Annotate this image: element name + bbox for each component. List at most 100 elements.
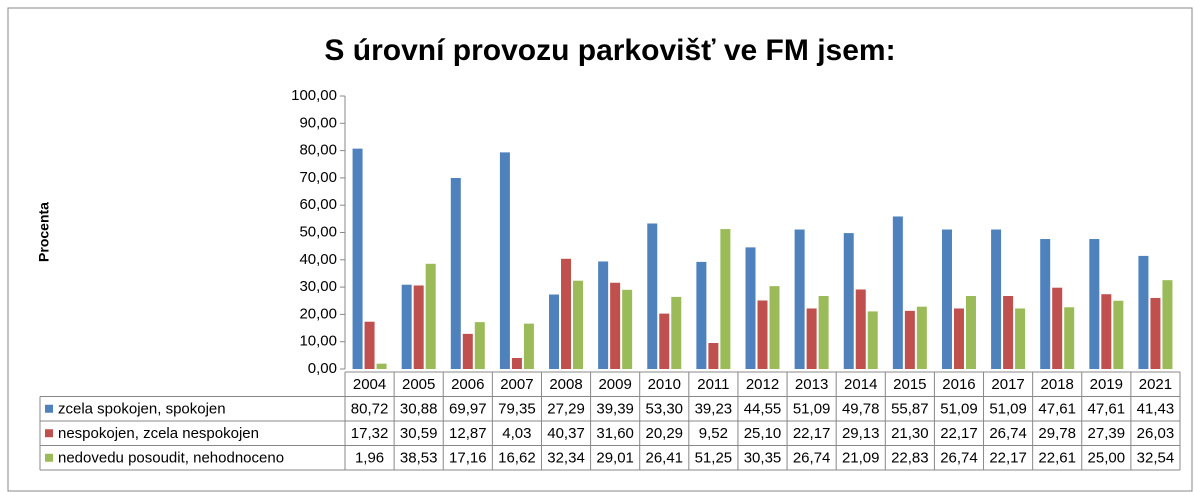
bar <box>598 261 609 369</box>
table-value: 27,39 <box>1088 425 1126 442</box>
bar <box>511 357 522 369</box>
table-value: 47,61 <box>1038 401 1076 418</box>
table-value: 30,59 <box>400 425 438 442</box>
x-tick-label: 2008 <box>549 376 582 393</box>
bar <box>1138 255 1149 369</box>
table-value: 51,09 <box>793 401 831 418</box>
table-value: 21,30 <box>891 425 929 442</box>
bar <box>916 306 927 369</box>
x-tick-label: 2018 <box>1041 376 1074 393</box>
bar <box>425 263 436 369</box>
bar <box>401 284 412 369</box>
bar <box>1040 239 1051 369</box>
table-value: 69,97 <box>449 401 487 418</box>
y-tick-label: 60,00 <box>299 196 337 213</box>
chart-frame <box>7 7 1193 492</box>
bar <box>364 321 375 369</box>
bar <box>1113 300 1124 369</box>
x-tick-label: 2005 <box>402 376 435 393</box>
table-value: 27,29 <box>547 401 585 418</box>
table-value: 29,01 <box>596 450 634 467</box>
table-value: 25,10 <box>744 425 782 442</box>
bar <box>696 261 707 369</box>
table-value: 25,00 <box>1088 450 1126 467</box>
chart-title: S úrovní provozu parkovišť ve FM jsem: <box>324 34 895 67</box>
bar <box>1064 307 1075 369</box>
table-value: 47,61 <box>1088 401 1126 418</box>
table-value: 51,09 <box>989 401 1027 418</box>
x-tick-label: 2021 <box>1139 376 1172 393</box>
bar <box>573 280 584 369</box>
table-value: 21,09 <box>842 450 880 467</box>
y-axis-label: Procenta <box>36 202 52 262</box>
bar <box>1162 280 1173 369</box>
x-tick-label: 2017 <box>991 376 1024 393</box>
table-value: 40,37 <box>547 425 585 442</box>
table-value: 30,35 <box>744 450 782 467</box>
table-value: 29,78 <box>1038 425 1076 442</box>
bar <box>1052 287 1063 369</box>
legend-swatch <box>45 404 53 413</box>
legend-swatch <box>45 453 53 462</box>
x-tick-label: 2006 <box>451 376 484 393</box>
table-value: 80,72 <box>351 401 389 418</box>
x-tick-label: 2009 <box>598 376 631 393</box>
bar <box>647 223 658 369</box>
table-value: 4,03 <box>502 425 531 442</box>
bar <box>413 285 424 369</box>
table-value: 32,34 <box>547 450 585 467</box>
table-value: 20,29 <box>645 425 683 442</box>
bar <box>867 311 878 369</box>
bar <box>965 295 976 369</box>
bar <box>376 363 387 369</box>
table-value: 26,74 <box>940 450 978 467</box>
y-tick-label: 10,00 <box>299 333 337 350</box>
bar <box>610 282 621 369</box>
bar <box>1015 308 1026 369</box>
x-tick-label: 2011 <box>697 376 729 393</box>
bar <box>1150 297 1161 369</box>
legend-label: nespokojen, zcela nespokojen <box>58 425 259 442</box>
table-value: 55,87 <box>891 401 929 418</box>
table-value: 16,62 <box>498 450 536 467</box>
bar <box>708 343 719 369</box>
table-value: 26,41 <box>645 450 683 467</box>
table-value: 39,23 <box>695 401 733 418</box>
bar <box>953 308 964 369</box>
bar <box>671 296 682 369</box>
table-value: 22,17 <box>940 425 978 442</box>
table-value: 12,87 <box>449 425 487 442</box>
bar <box>745 247 756 369</box>
legend-label: nedovedu posoudit, nehodnoceno <box>58 450 284 467</box>
bar <box>1089 239 1100 369</box>
bar <box>769 286 780 369</box>
bar <box>855 289 866 369</box>
y-tick-label: 80,00 <box>299 142 337 159</box>
bar <box>720 229 731 369</box>
table-value: 22,17 <box>793 425 831 442</box>
bar <box>941 229 952 369</box>
bar <box>794 229 805 369</box>
table-value: 26,74 <box>793 450 831 467</box>
bar <box>523 323 534 369</box>
bar <box>757 300 768 369</box>
table-value: 17,16 <box>449 450 487 467</box>
y-tick-label: 20,00 <box>299 305 337 322</box>
bar <box>659 313 670 369</box>
x-tick-label: 2014 <box>844 376 877 393</box>
bar <box>818 295 829 369</box>
x-tick-label: 2012 <box>746 376 779 393</box>
table-value: 44,55 <box>744 401 782 418</box>
table-value: 22,61 <box>1038 450 1076 467</box>
bar <box>450 177 461 369</box>
table-value: 49,78 <box>842 401 880 418</box>
table-value: 22,83 <box>891 450 929 467</box>
table-value: 38,53 <box>400 450 438 467</box>
x-tick-label: 2007 <box>500 376 533 393</box>
table-value: 79,35 <box>498 401 536 418</box>
bar <box>474 322 485 369</box>
bar <box>904 310 915 369</box>
x-tick-label: 2013 <box>795 376 828 393</box>
table-value: 53,30 <box>645 401 683 418</box>
